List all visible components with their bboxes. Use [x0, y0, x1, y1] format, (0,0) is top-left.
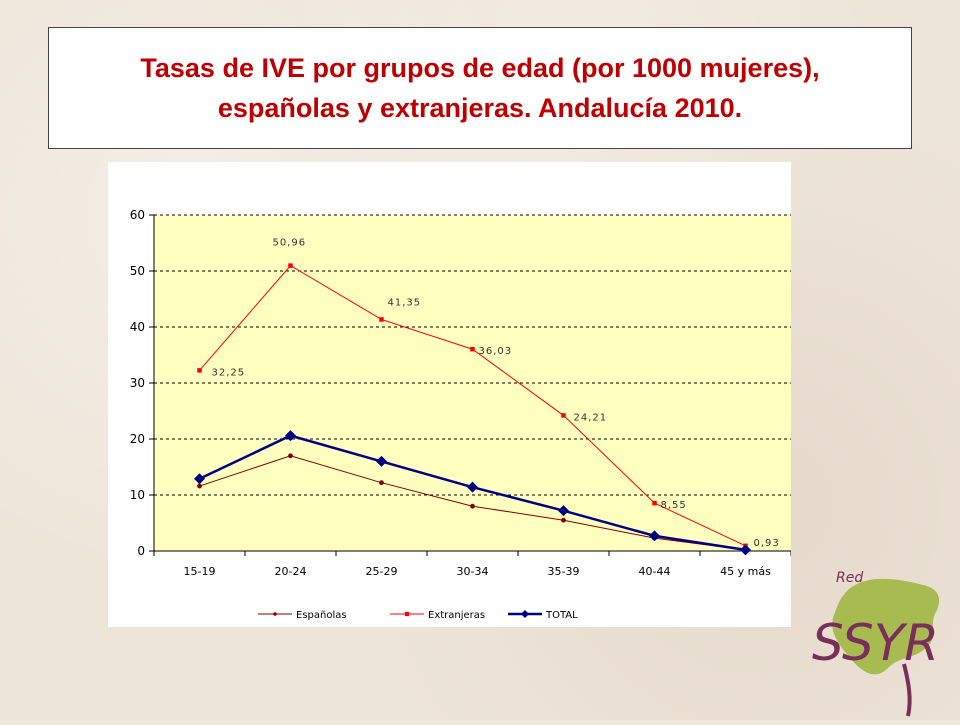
data-point [288, 263, 293, 268]
chart-panel: 0 10 20 30 40 50 60 15-19 20-24 25-29 30-34 35-39 40… [108, 162, 792, 627]
data-label: 41,35 [388, 297, 422, 308]
legend-marker [273, 612, 277, 616]
data-point [376, 455, 387, 467]
data-label: 8,55 [661, 500, 687, 511]
logo-swoosh [902, 663, 912, 717]
data-point [470, 503, 475, 509]
data-label: 32,25 [212, 367, 246, 378]
y-tick-label: 10 [130, 488, 145, 502]
title-box: Tasas de IVE por grupos de edad (por 100… [48, 27, 912, 149]
legend-label: TOTAL [545, 610, 578, 621]
data-point [470, 346, 475, 352]
y-tick-label: 60 [130, 208, 145, 222]
legend-label: Extranjeras [428, 610, 485, 621]
logo-green-shape [832, 578, 940, 675]
data-label: 50,96 [273, 238, 307, 249]
data-point [561, 517, 566, 523]
data-point [285, 430, 296, 442]
y-tick-label: 20 [130, 432, 145, 446]
data-point [558, 505, 569, 517]
data-point [649, 530, 660, 542]
data-point [197, 483, 202, 489]
data-point [652, 500, 657, 506]
data-label: 24,21 [574, 412, 608, 423]
logo-red-text: Red [836, 570, 863, 586]
x-tick-label: 35-39 [548, 565, 580, 578]
title-line-1: Tasas de IVE por grupos de edad (por 100… [140, 53, 820, 83]
data-point [379, 480, 384, 486]
data-point [197, 368, 202, 373]
x-tick-label: 40-44 [639, 565, 671, 578]
red-ssyr-logo: Red SSYR [808, 560, 948, 720]
x-tick-label: 20-24 [275, 565, 307, 578]
y-tick-label: 50 [130, 264, 145, 278]
data-point [467, 481, 478, 493]
data-point [379, 317, 384, 322]
data-label: 36,03 [479, 346, 513, 357]
legend-marker [404, 611, 410, 617]
data-label: 0,93 [754, 538, 780, 549]
logo-ssyr-text: SSYR [812, 614, 939, 672]
legend-marker [521, 610, 529, 618]
x-tick-label: 45 y más [720, 565, 771, 578]
data-point [561, 413, 566, 418]
x-tick-label: 15-19 [184, 565, 216, 578]
y-tick-label: 40 [130, 320, 145, 334]
y-tick-label: 30 [130, 376, 145, 390]
legend-label: Españolas [296, 610, 347, 621]
x-tick-label: 30-34 [457, 565, 489, 578]
data-point [194, 473, 205, 485]
data-point [288, 453, 293, 459]
y-tick-label: 0 [137, 544, 145, 558]
chart-svg: 0 10 20 30 40 50 60 15-19 20-24 25-29 30-34 35-39 40… [130, 208, 792, 621]
title-line-2: españolas y extranjeras. Andalucía 2010. [217, 93, 743, 123]
data-point [740, 544, 751, 556]
x-tick-label: 25-29 [366, 565, 398, 578]
